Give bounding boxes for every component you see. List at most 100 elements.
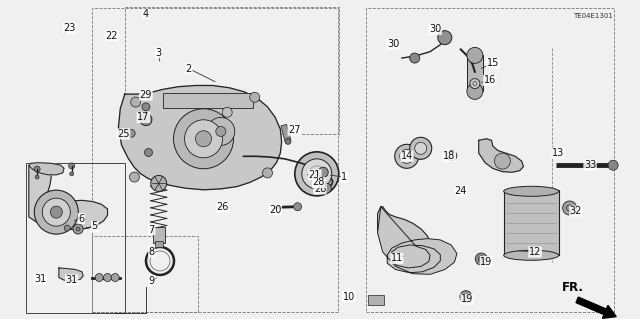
- Text: 7: 7: [148, 225, 155, 235]
- Circle shape: [34, 166, 40, 172]
- Bar: [281, 124, 291, 141]
- Circle shape: [438, 31, 452, 45]
- Text: 32: 32: [570, 206, 582, 216]
- Circle shape: [470, 78, 480, 89]
- Circle shape: [131, 97, 141, 107]
- Text: 9: 9: [148, 276, 155, 286]
- Circle shape: [476, 253, 487, 265]
- Bar: [125, 7, 339, 134]
- Circle shape: [495, 153, 511, 169]
- Circle shape: [262, 168, 273, 178]
- Bar: [504, 190, 559, 255]
- Text: FR.: FR.: [562, 281, 584, 294]
- Circle shape: [400, 149, 413, 163]
- Circle shape: [216, 126, 226, 137]
- Text: 20: 20: [269, 205, 282, 215]
- Circle shape: [294, 203, 301, 211]
- Text: TE04E1301: TE04E1301: [573, 13, 613, 19]
- Circle shape: [140, 114, 152, 126]
- Polygon shape: [118, 85, 282, 190]
- Bar: [369, 295, 384, 306]
- Text: 30: 30: [429, 24, 442, 34]
- Circle shape: [184, 120, 223, 158]
- Circle shape: [64, 225, 70, 231]
- Circle shape: [76, 227, 80, 231]
- Circle shape: [173, 109, 234, 169]
- Text: 23: 23: [63, 23, 76, 33]
- Text: 8: 8: [148, 247, 155, 257]
- Text: 28: 28: [312, 177, 325, 188]
- Circle shape: [447, 151, 457, 161]
- Bar: [26, 163, 125, 313]
- Text: 12: 12: [529, 247, 541, 257]
- Bar: [467, 56, 483, 91]
- Bar: [155, 241, 163, 248]
- Polygon shape: [378, 207, 457, 274]
- Text: 19: 19: [461, 294, 474, 304]
- Text: 25: 25: [117, 129, 130, 139]
- Polygon shape: [59, 268, 83, 281]
- Text: 27: 27: [288, 125, 301, 135]
- Circle shape: [129, 172, 140, 182]
- Circle shape: [415, 142, 427, 154]
- Circle shape: [68, 163, 75, 169]
- Text: 5: 5: [92, 221, 98, 232]
- Circle shape: [42, 198, 70, 226]
- Text: 13: 13: [552, 148, 564, 158]
- Text: 31: 31: [65, 275, 78, 285]
- Circle shape: [51, 206, 62, 218]
- Circle shape: [460, 291, 472, 303]
- Text: 17: 17: [137, 112, 150, 122]
- Circle shape: [196, 131, 211, 147]
- Text: 28: 28: [314, 184, 326, 194]
- Circle shape: [467, 83, 483, 100]
- Text: 30: 30: [387, 39, 399, 49]
- Text: 21: 21: [308, 170, 321, 180]
- Circle shape: [563, 201, 577, 215]
- Text: 11: 11: [390, 253, 403, 263]
- Circle shape: [222, 107, 232, 117]
- Circle shape: [127, 129, 135, 137]
- Bar: [92, 236, 198, 312]
- Circle shape: [207, 117, 235, 145]
- Polygon shape: [29, 164, 108, 230]
- Text: 4: 4: [143, 9, 149, 19]
- Circle shape: [410, 137, 432, 159]
- Circle shape: [145, 148, 152, 157]
- Circle shape: [285, 138, 291, 144]
- Circle shape: [318, 167, 328, 177]
- Circle shape: [35, 190, 78, 234]
- Text: 24: 24: [454, 186, 467, 196]
- Text: 31: 31: [34, 274, 47, 284]
- Circle shape: [35, 175, 39, 179]
- Circle shape: [467, 47, 483, 63]
- Polygon shape: [479, 139, 524, 172]
- Bar: [92, 8, 338, 312]
- Bar: [153, 227, 164, 243]
- Text: 14: 14: [401, 151, 413, 161]
- Text: 2: 2: [186, 63, 192, 74]
- Polygon shape: [378, 207, 449, 273]
- Text: 10: 10: [342, 292, 355, 302]
- Text: 6: 6: [78, 213, 84, 224]
- FancyArrow shape: [576, 297, 616, 318]
- Ellipse shape: [504, 186, 559, 196]
- Circle shape: [143, 117, 149, 122]
- Circle shape: [250, 92, 260, 102]
- Circle shape: [70, 172, 74, 176]
- Circle shape: [142, 103, 150, 111]
- Text: 26: 26: [216, 202, 229, 212]
- Circle shape: [478, 256, 484, 262]
- Circle shape: [321, 183, 332, 193]
- Polygon shape: [29, 163, 64, 175]
- Circle shape: [463, 294, 469, 300]
- Circle shape: [302, 159, 332, 189]
- Circle shape: [151, 175, 166, 191]
- Circle shape: [608, 160, 618, 170]
- Text: 19: 19: [480, 256, 493, 267]
- Circle shape: [95, 273, 103, 282]
- Circle shape: [104, 273, 111, 282]
- Ellipse shape: [504, 250, 559, 260]
- Text: 18: 18: [443, 151, 456, 161]
- Circle shape: [410, 53, 420, 63]
